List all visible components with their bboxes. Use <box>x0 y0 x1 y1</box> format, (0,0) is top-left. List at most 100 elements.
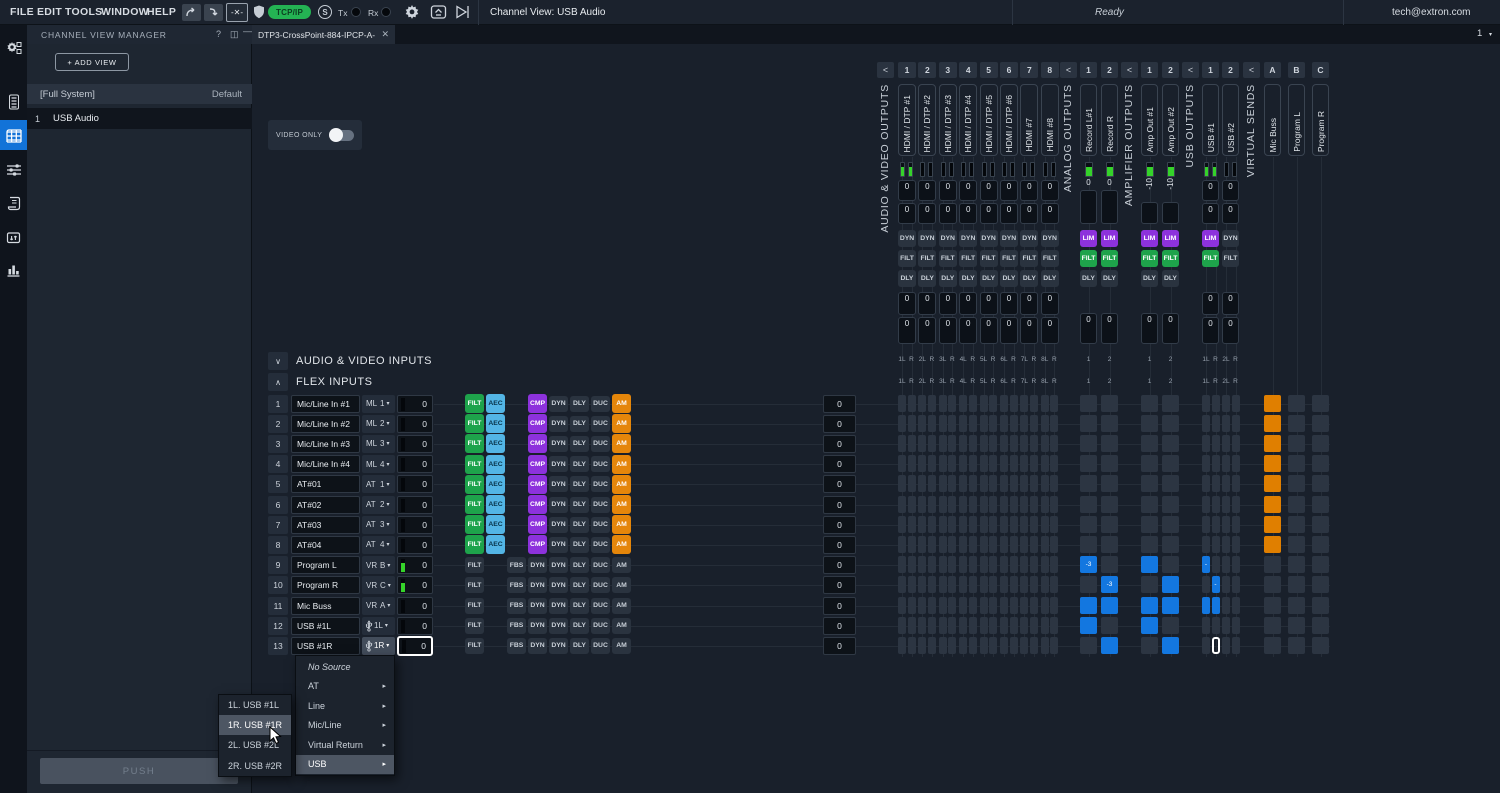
crosspoint-usb-0-row11[interactable] <box>1202 597 1210 614</box>
crosspoint-amp-0-row11[interactable] <box>1141 597 1158 614</box>
output-trim-fader[interactable]: 0 <box>1041 292 1059 315</box>
output-label-box-av-2[interactable]: HDMI / DTP #2 <box>918 84 936 156</box>
input-proc-fbs-block[interactable]: FBS <box>507 577 526 593</box>
output-trim-fader[interactable]: 0 <box>898 317 916 344</box>
crosspoint-av-9-row3[interactable] <box>989 435 997 452</box>
input-gain-box-3[interactable]: 0 <box>397 435 433 453</box>
crosspoint-usb-0-row12[interactable] <box>1202 617 1210 634</box>
output-label-box-av-4[interactable]: HDMI / DTP #4 <box>959 84 977 156</box>
crosspoint-av-9-row7[interactable] <box>989 516 997 533</box>
menu-item-at[interactable]: AT▸ <box>296 677 394 697</box>
output-proc-lim-block[interactable]: LIM <box>1202 230 1219 247</box>
input-proc-dyn-block[interactable]: DYN <box>549 598 568 614</box>
crosspoint-usb-2-row13[interactable] <box>1222 637 1230 654</box>
crosspoint-av-4-row12[interactable] <box>939 617 947 634</box>
input-name-field-12[interactable]: USB #1L <box>291 617 360 635</box>
crosspoint-av-15-row1[interactable] <box>1050 395 1058 412</box>
input-proc-am-block[interactable]: AM <box>612 495 631 514</box>
crosspoint-av-10-row10[interactable] <box>1000 576 1008 593</box>
crosspoint-vs-2-row12[interactable] <box>1312 617 1329 634</box>
crosspoint-av-7-row7[interactable] <box>969 516 977 533</box>
output-number-av-5[interactable]: 5 <box>980 62 998 78</box>
crosspoint-av-5-row12[interactable] <box>948 617 956 634</box>
crosspoint-vs-0-row1[interactable] <box>1264 395 1281 412</box>
crosspoint-analog-1-row5[interactable] <box>1101 475 1118 492</box>
crosspoint-av-2-row4[interactable] <box>918 455 926 472</box>
crosspoint-usb-0-row10[interactable] <box>1202 576 1210 593</box>
sidebar-item-device-rack[interactable] <box>0 87 27 117</box>
output-proc-filt-block[interactable]: FILT <box>1162 250 1179 267</box>
menu-window[interactable]: WINDOW <box>101 6 149 18</box>
output-proc-filt-block[interactable]: FILT <box>1202 250 1219 267</box>
output-number-analog-2[interactable]: 2 <box>1101 62 1118 78</box>
crosspoint-av-7-row12[interactable] <box>969 617 977 634</box>
input-proc-am-block[interactable]: AM <box>612 638 631 654</box>
input-proc-am-block[interactable]: AM <box>612 557 631 573</box>
input-matrix-gain-13[interactable]: 0 <box>823 637 856 655</box>
crosspoint-av-3-row11[interactable] <box>928 597 936 614</box>
output-trim-fader[interactable]: 0 <box>959 317 977 344</box>
output-gain-fader[interactable]: 0 <box>918 203 936 224</box>
crosspoint-av-13-row11[interactable] <box>1030 597 1038 614</box>
input-proc-filt-block[interactable]: FILT <box>465 618 484 634</box>
input-proc-dyn-block[interactable]: DYN <box>549 436 568 452</box>
crosspoint-av-13-row8[interactable] <box>1030 536 1038 553</box>
crosspoint-analog-0-row9[interactable]: -3 <box>1080 556 1097 573</box>
output-trim-fader[interactable]: 0 <box>1080 313 1097 344</box>
input-proc-dly-block[interactable]: DLY <box>570 598 589 614</box>
crosspoint-usb-2-row5[interactable] <box>1222 475 1230 492</box>
output-trim-fader[interactable]: 0 <box>939 317 957 344</box>
crosspoint-av-12-row3[interactable] <box>1020 435 1028 452</box>
input-matrix-gain-5[interactable]: 0 <box>823 475 856 493</box>
crosspoint-av-12-row12[interactable] <box>1020 617 1028 634</box>
crosspoint-av-5-row13[interactable] <box>948 637 956 654</box>
crosspoint-av-3-row9[interactable] <box>928 556 936 573</box>
collapse-panel-icon[interactable]: — <box>243 26 252 36</box>
crosspoint-vs-1-row5[interactable] <box>1288 475 1305 492</box>
input-proc-duc-block[interactable]: DUC <box>591 517 610 533</box>
output-label-box-analog-1[interactable]: Record L#1 <box>1080 84 1097 156</box>
crosspoint-av-7-row6[interactable] <box>969 496 977 513</box>
input-proc-dyn-block[interactable]: DYN <box>549 577 568 593</box>
crosspoint-analog-0-row11[interactable] <box>1080 597 1097 614</box>
crosspoint-av-9-row8[interactable] <box>989 536 997 553</box>
crosspoint-av-15-row6[interactable] <box>1050 496 1058 513</box>
input-proc-dyn-block[interactable]: DYN <box>528 557 547 573</box>
output-trim-fader[interactable]: 0 <box>1000 292 1018 315</box>
output-gain-fader[interactable]: 0 <box>1000 180 1018 201</box>
crosspoint-av-9-row12[interactable] <box>989 617 997 634</box>
input-name-field-13[interactable]: USB #1R <box>291 637 360 655</box>
input-matrix-gain-3[interactable]: 0 <box>823 435 856 453</box>
output-trim-fader[interactable]: 0 <box>1101 313 1118 344</box>
output-proc-filt-block[interactable]: FILT <box>1000 250 1018 267</box>
crosspoint-av-13-row3[interactable] <box>1030 435 1038 452</box>
output-number-av-7[interactable]: 7 <box>1020 62 1038 78</box>
crosspoint-av-3-row8[interactable] <box>928 536 936 553</box>
crosspoint-analog-1-row13[interactable] <box>1101 637 1118 654</box>
input-name-field-8[interactable]: AT#04 <box>291 536 360 554</box>
crosspoint-usb-0-row7[interactable] <box>1202 516 1210 533</box>
crosspoint-av-7-row1[interactable] <box>969 395 977 412</box>
crosspoint-av-14-row5[interactable] <box>1041 475 1049 492</box>
output-proc-dly-block[interactable]: DLY <box>939 270 957 287</box>
crosspoint-av-4-row9[interactable] <box>939 556 947 573</box>
input-matrix-gain-11[interactable]: 0 <box>823 597 856 615</box>
disconnect-button[interactable]: -✕- <box>226 3 248 22</box>
crosspoint-av-14-row9[interactable] <box>1041 556 1049 573</box>
menu-item-virtual-return[interactable]: Virtual Return▸ <box>296 735 394 755</box>
crosspoint-av-5-row2[interactable] <box>948 415 956 432</box>
output-number-av-1[interactable]: 1 <box>898 62 916 78</box>
input-source-dropdown-6[interactable]: AT2▾ <box>362 496 395 514</box>
input-gain-box-10[interactable]: 0 <box>397 576 433 594</box>
output-trim-fader[interactable]: 0 <box>1020 317 1038 344</box>
crosspoint-amp-1-row1[interactable] <box>1162 395 1179 412</box>
crosspoint-av-13-row7[interactable] <box>1030 516 1038 533</box>
crosspoint-av-2-row10[interactable] <box>918 576 926 593</box>
crosspoint-av-3-row10[interactable] <box>928 576 936 593</box>
output-gain-fader[interactable]: 0 <box>1202 203 1219 224</box>
crosspoint-av-1-row11[interactable] <box>908 597 916 614</box>
crosspoint-av-7-row13[interactable] <box>969 637 977 654</box>
crosspoint-av-0-row9[interactable] <box>898 556 906 573</box>
crosspoint-amp-1-row10[interactable] <box>1162 576 1179 593</box>
crosspoint-amp-0-row9[interactable] <box>1141 556 1158 573</box>
